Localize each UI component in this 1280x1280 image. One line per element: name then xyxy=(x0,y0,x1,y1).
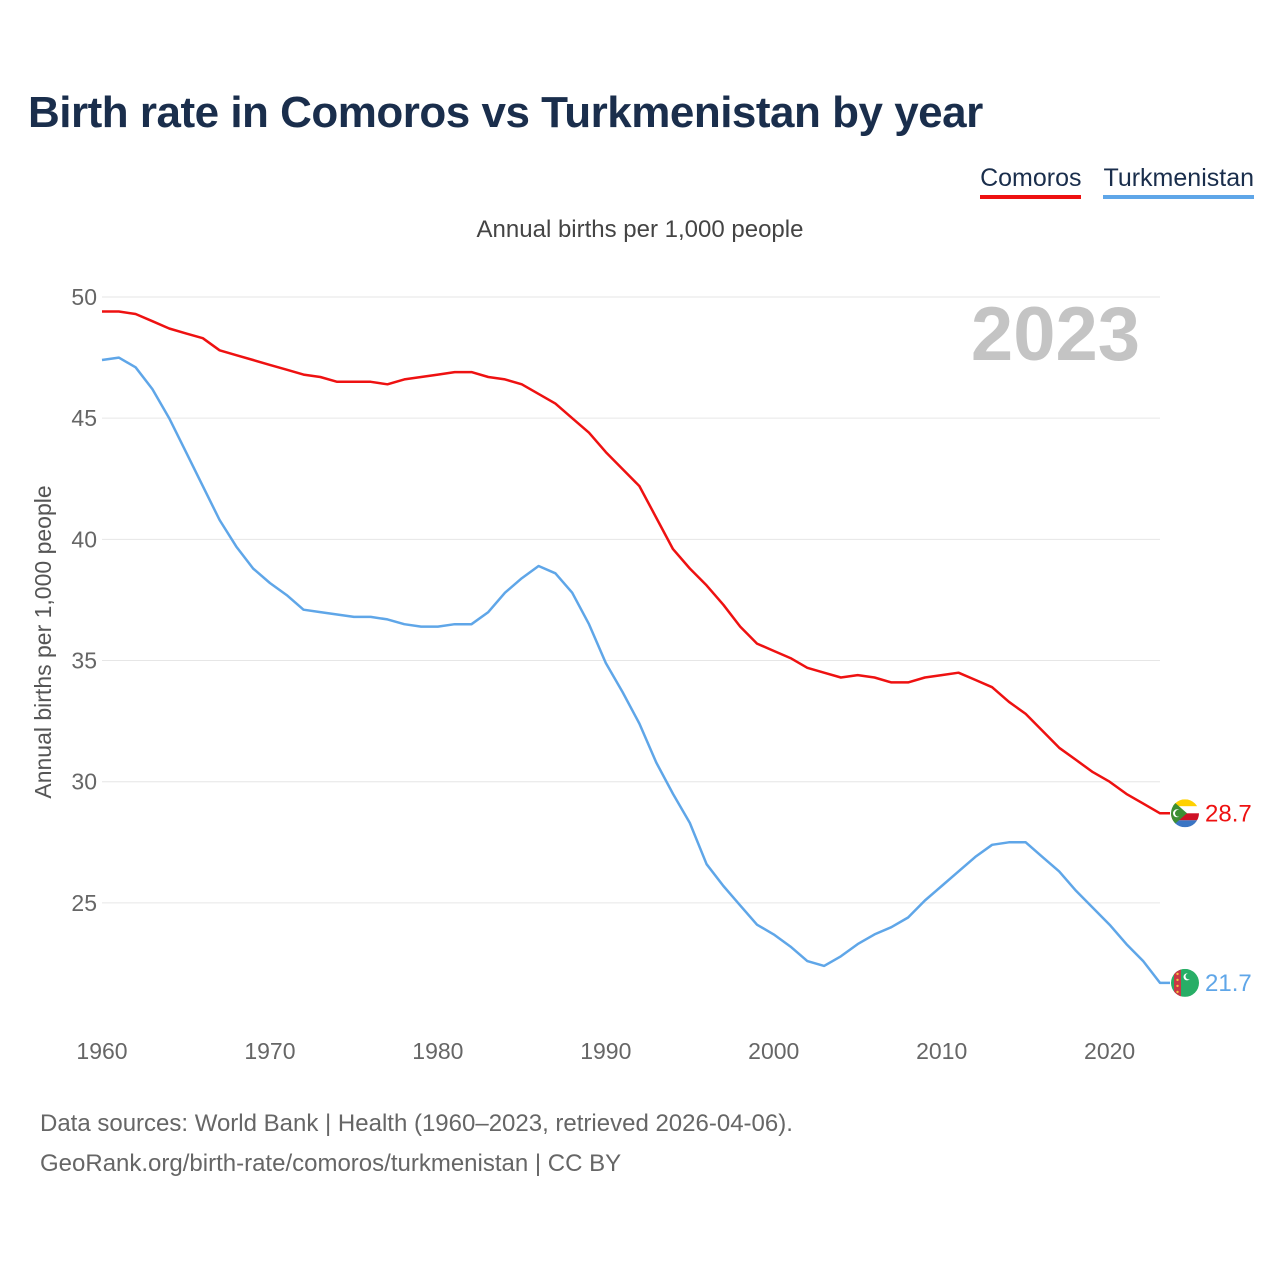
end-label-comoros: 28.7 xyxy=(1205,800,1252,827)
x-tick-label: 2000 xyxy=(748,1038,799,1064)
year-label: 2023 xyxy=(971,292,1140,377)
legend-item-turkmenistan[interactable]: Turkmenistan xyxy=(1103,164,1254,199)
x-tick-label: 1960 xyxy=(76,1038,127,1064)
chart-subtitle: Annual births per 1,000 people xyxy=(476,216,804,243)
legend: Comoros Turkmenistan xyxy=(980,164,1254,199)
y-axis-label: Annual births per 1,000 people xyxy=(30,485,56,798)
source-note: Data sources: World Bank | Health (1960–… xyxy=(40,1104,793,1184)
x-tick-label: 2020 xyxy=(1084,1038,1135,1064)
series-lines xyxy=(101,310,1170,985)
legend-item-comoros[interactable]: Comoros xyxy=(980,164,1082,199)
x-tick-label: 1970 xyxy=(244,1038,295,1064)
y-tick-label: 40 xyxy=(71,526,97,552)
source-line-1: Data sources: World Bank | Health (1960–… xyxy=(40,1110,793,1137)
y-tick-label: 50 xyxy=(71,284,97,310)
y-tick-label: 30 xyxy=(71,769,97,795)
y-tick-label: 25 xyxy=(71,890,97,916)
chart-title: Birth rate in Comoros vs Turkmenistan by… xyxy=(28,88,983,137)
x-tick-label: 1990 xyxy=(580,1038,631,1064)
y-tick-label: 35 xyxy=(71,648,97,674)
x-axis-ticks: 1960 1970 1980 1990 2000 2010 2020 xyxy=(76,1038,1135,1064)
turkmenistan-flag-icon xyxy=(1171,968,1199,997)
y-tick-label: 45 xyxy=(71,405,97,431)
y-axis-ticks: 25 30 35 40 45 50 xyxy=(71,284,97,916)
series-line-comoros xyxy=(102,310,1170,815)
grid-lines xyxy=(102,296,1160,904)
comoros-flag-icon xyxy=(1171,799,1199,828)
x-tick-label: 1980 xyxy=(412,1038,463,1064)
x-tick-label: 2010 xyxy=(916,1038,967,1064)
end-label-turkmenistan: 21.7 xyxy=(1205,970,1252,997)
line-chart: 2023 25 30 35 40 45 50 1960 1970 1980 1990 2000 20… xyxy=(30,284,1252,1064)
source-line-2[interactable]: GeoRank.org/birth-rate/comoros/turkmenis… xyxy=(40,1150,622,1177)
series-line-turkmenistan xyxy=(101,356,1170,985)
